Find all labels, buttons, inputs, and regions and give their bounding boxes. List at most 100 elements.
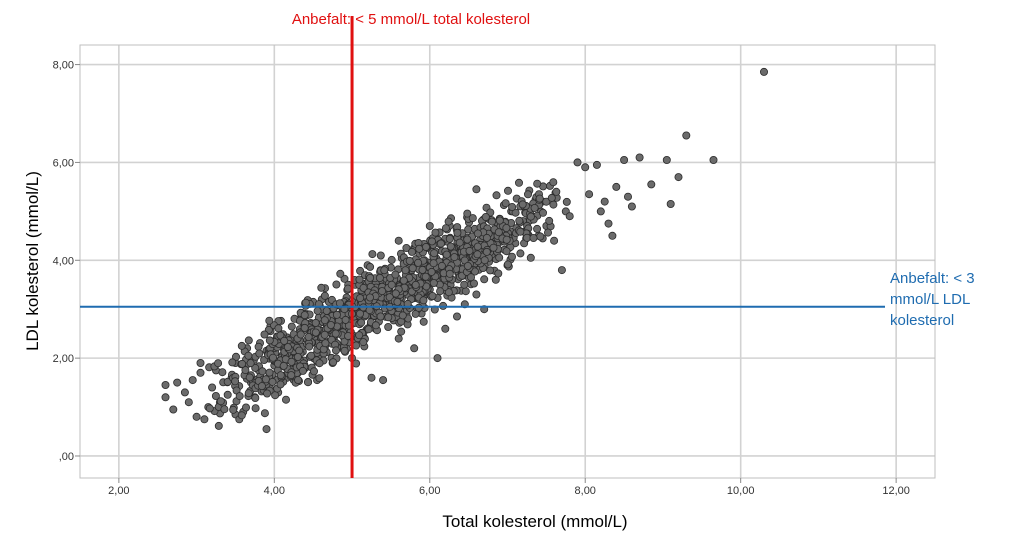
y-tick-label: ,00 — [59, 451, 74, 463]
data-point — [419, 317, 428, 326]
ldl-label-line-1: Anbefalt: < 3 — [890, 270, 975, 287]
data-point — [287, 322, 296, 331]
data-point — [237, 411, 246, 420]
data-point — [231, 352, 240, 361]
data-point — [356, 266, 365, 275]
data-point — [376, 251, 385, 260]
data-point — [376, 312, 385, 321]
data-point — [536, 232, 545, 241]
data-point — [254, 342, 263, 351]
data-point — [268, 377, 277, 386]
data-point — [366, 273, 375, 282]
data-point — [592, 160, 601, 169]
data-point — [516, 227, 525, 236]
data-point — [470, 267, 479, 276]
data-point — [274, 324, 283, 333]
data-point — [464, 225, 473, 234]
data-point — [228, 358, 237, 367]
data-point — [332, 310, 341, 319]
data-point — [384, 313, 393, 322]
x-tick-label: 8,00 — [575, 485, 596, 497]
data-point — [205, 404, 214, 413]
data-point — [320, 316, 329, 325]
data-point — [283, 343, 292, 352]
data-point — [624, 192, 633, 201]
data-point — [251, 393, 260, 402]
data-point — [408, 264, 417, 273]
data-point — [161, 393, 170, 402]
ldl-label-line-3: kolesterol — [890, 312, 954, 329]
data-point — [380, 266, 389, 275]
data-point — [300, 311, 309, 320]
data-point — [463, 235, 472, 244]
data-point — [258, 367, 267, 376]
data-point — [303, 378, 312, 387]
data-point — [526, 212, 535, 221]
data-point — [463, 209, 472, 218]
data-point — [184, 398, 193, 407]
data-point — [445, 269, 454, 278]
data-point — [387, 280, 396, 289]
data-point — [265, 368, 274, 377]
data-point — [237, 341, 246, 350]
data-point — [442, 250, 451, 259]
data-point — [365, 293, 374, 302]
data-point — [343, 284, 352, 293]
data-point — [627, 202, 636, 211]
data-point — [262, 425, 271, 434]
data-point — [418, 265, 427, 274]
data-point — [581, 163, 590, 172]
data-point — [399, 276, 408, 285]
data-point — [709, 155, 718, 164]
ldl-label-line-2: mmol/L LDL — [890, 291, 970, 308]
data-point — [340, 346, 349, 355]
data-point — [321, 339, 330, 348]
data-point — [169, 405, 178, 414]
data-point — [359, 338, 368, 347]
data-point — [662, 155, 671, 164]
data-point — [336, 269, 345, 278]
data-point — [301, 298, 310, 307]
data-point — [295, 346, 304, 355]
data-point — [161, 380, 170, 389]
data-point — [437, 261, 446, 270]
data-point — [552, 187, 561, 196]
data-point — [446, 242, 455, 251]
data-point — [263, 389, 272, 398]
data-point — [450, 253, 459, 262]
data-point — [265, 316, 274, 325]
x-axis-ticks: 2,00 4,00 6,00 8,00 10,00 12,00 — [108, 478, 910, 497]
data-point — [507, 252, 516, 261]
data-point — [480, 275, 489, 284]
data-points — [161, 67, 769, 434]
data-point — [276, 380, 285, 389]
data-point — [296, 330, 305, 339]
x-tick-label: 6,00 — [419, 485, 440, 497]
y-axis-title: LDL kolesterol (mmol/L) — [23, 171, 42, 351]
data-point — [501, 199, 510, 208]
data-point — [562, 197, 571, 206]
data-point — [260, 330, 269, 339]
data-point — [460, 280, 469, 289]
data-point — [188, 376, 197, 385]
data-point — [502, 235, 511, 244]
data-point — [414, 258, 423, 267]
data-point — [313, 306, 322, 315]
data-point — [425, 221, 434, 230]
data-point — [311, 328, 320, 337]
data-point — [427, 267, 436, 276]
x-tick-label: 2,00 — [108, 485, 129, 497]
data-point — [495, 253, 504, 262]
data-point — [326, 320, 335, 329]
data-point — [489, 243, 498, 252]
data-point — [173, 378, 182, 387]
data-point — [481, 212, 490, 221]
data-point — [604, 219, 613, 228]
data-point — [208, 383, 217, 392]
data-point — [391, 289, 400, 298]
data-point — [192, 412, 201, 421]
data-point — [355, 331, 364, 340]
data-point — [244, 389, 253, 398]
data-point — [255, 349, 264, 358]
data-point — [473, 229, 482, 238]
